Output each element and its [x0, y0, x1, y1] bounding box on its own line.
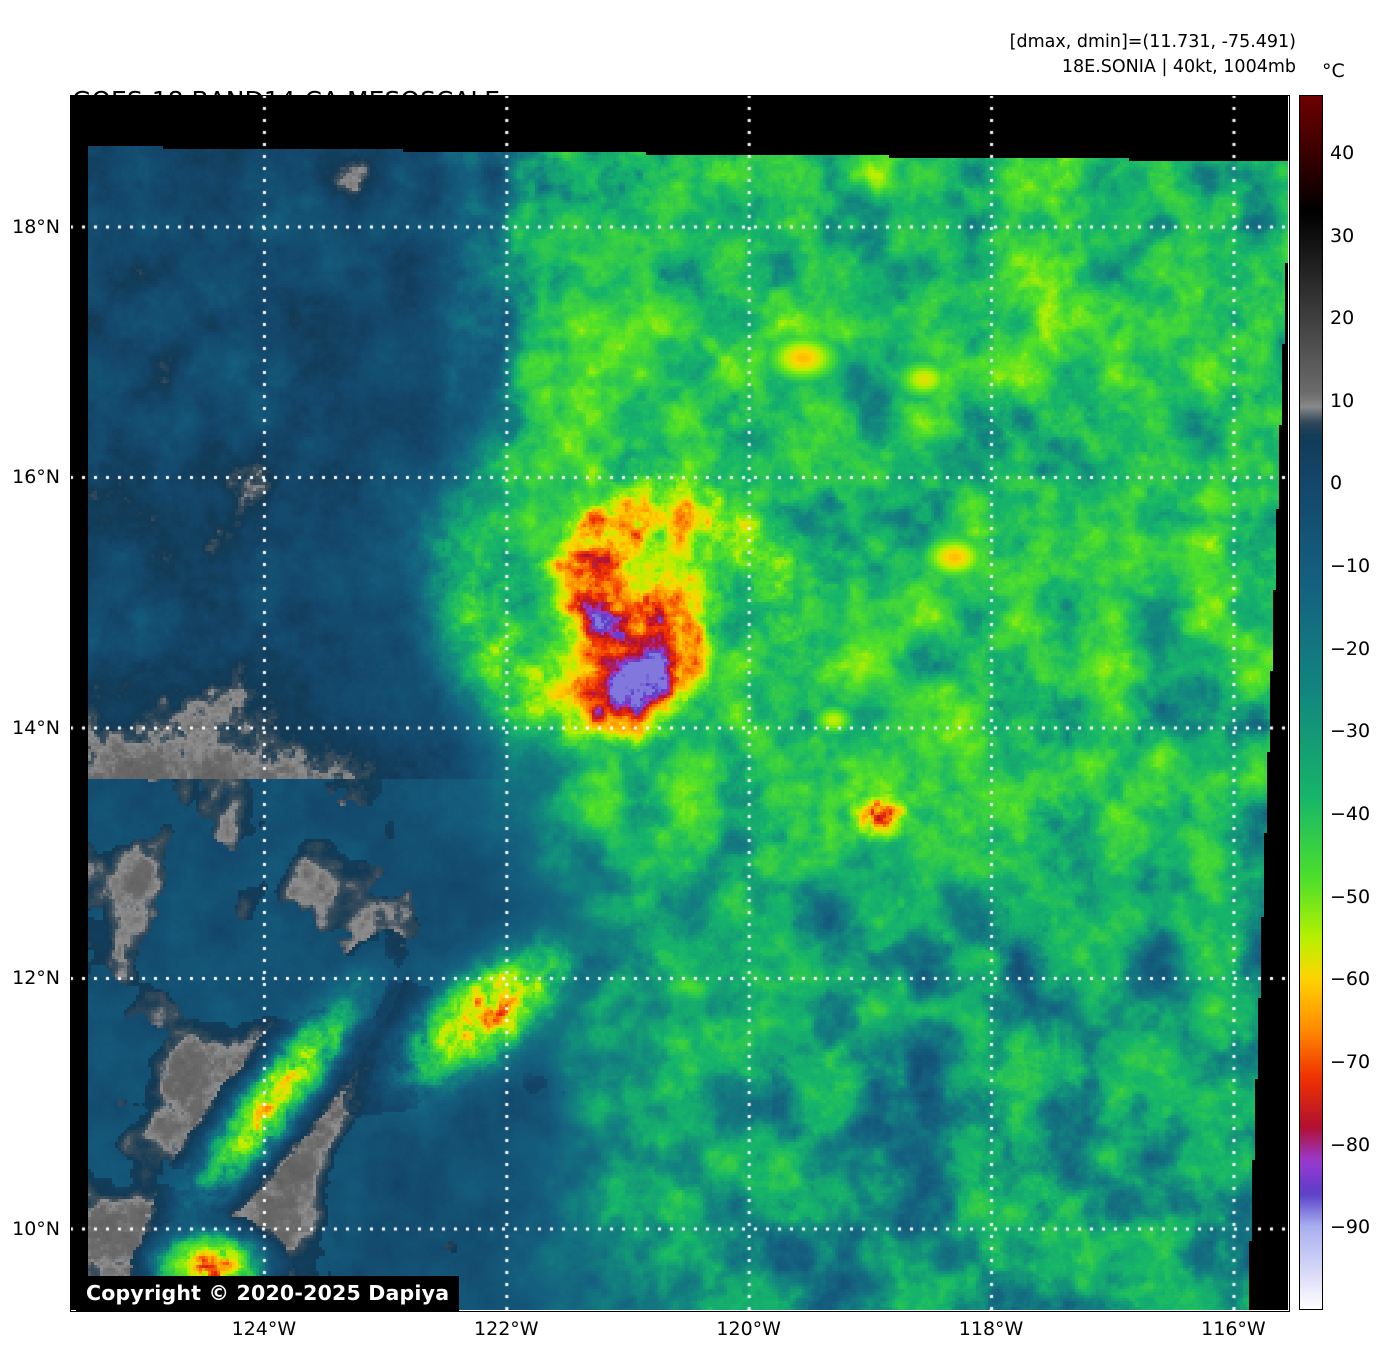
colorbar-tick-5: −10 — [1330, 555, 1371, 578]
colorbar-unit-label: °C — [1322, 60, 1345, 82]
metadata-block: [dmax, dmin]=(11.731, -75.491) 18E.SONIA… — [1010, 30, 1296, 81]
copyright-watermark: Copyright © 2020-2025 Dapiya — [76, 1276, 460, 1311]
colorbar-tick-12: −80 — [1330, 1133, 1371, 1156]
y-tick-0: 18°N — [12, 215, 60, 238]
colorbar-tick-3: 10 — [1330, 389, 1355, 412]
colorbar-tick-2: 20 — [1330, 307, 1355, 330]
satellite-map-plot[interactable] — [70, 95, 1288, 1310]
y-tick-2: 14°N — [12, 716, 60, 739]
colorbar-tick-13: −90 — [1330, 1216, 1371, 1239]
colorbar-tick-4: 0 — [1330, 472, 1343, 495]
x-tick-4: 116°W — [1201, 1318, 1266, 1340]
x-tick-1: 122°W — [474, 1318, 539, 1340]
colorbar — [1299, 95, 1323, 1310]
colorbar-tick-0: 40 — [1330, 141, 1355, 164]
data-range-label: [dmax, dmin]=(11.731, -75.491) — [1009, 32, 1296, 52]
colorbar-tick-11: −70 — [1330, 1051, 1371, 1074]
colorbar-gradient — [1299, 95, 1323, 1310]
y-tick-4: 10°N — [12, 1217, 60, 1240]
x-tick-2: 120°W — [716, 1318, 781, 1340]
colorbar-tick-10: −60 — [1330, 968, 1371, 991]
colorbar-tick-7: −30 — [1330, 720, 1371, 743]
colorbar-tick-1: 30 — [1330, 224, 1355, 247]
colorbar-tick-6: −20 — [1330, 637, 1371, 660]
y-tick-3: 12°N — [12, 967, 60, 990]
x-tick-0: 124°W — [231, 1318, 297, 1340]
colorbar-tick-8: −40 — [1330, 803, 1371, 826]
y-tick-1: 16°N — [12, 466, 60, 489]
lat-lon-grid-overlay — [70, 95, 1288, 1310]
storm-info-label: 18E.SONIA | 40kt, 1004mb — [1061, 57, 1296, 78]
x-tick-3: 118°W — [958, 1318, 1024, 1340]
colorbar-tick-9: −50 — [1330, 885, 1371, 908]
